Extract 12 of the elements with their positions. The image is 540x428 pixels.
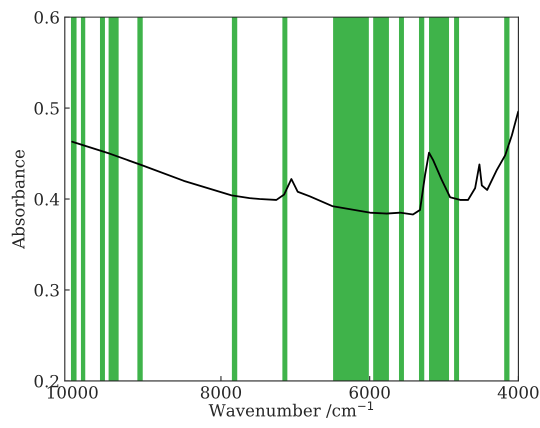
- y-tick-label: 0.2: [34, 374, 58, 388]
- x-tick-label: 8000: [200, 386, 242, 399]
- x-tick-label: 4000: [498, 386, 538, 399]
- y-axis-title: Absorbance: [12, 150, 25, 250]
- x-tick-label: 6000: [350, 386, 390, 399]
- y-tick-label: 0.4: [34, 192, 60, 206]
- x-tick-label: 10000: [48, 386, 98, 399]
- y-tick-label: 0.3: [34, 284, 59, 297]
- line-series: [71, 110, 518, 216]
- y-tick-label: 0.6: [34, 11, 59, 24]
- y-tick-label: 0.5: [34, 102, 59, 115]
- x-axis-title: Wavenumber /cm$^{−1}$: [208, 402, 374, 418]
